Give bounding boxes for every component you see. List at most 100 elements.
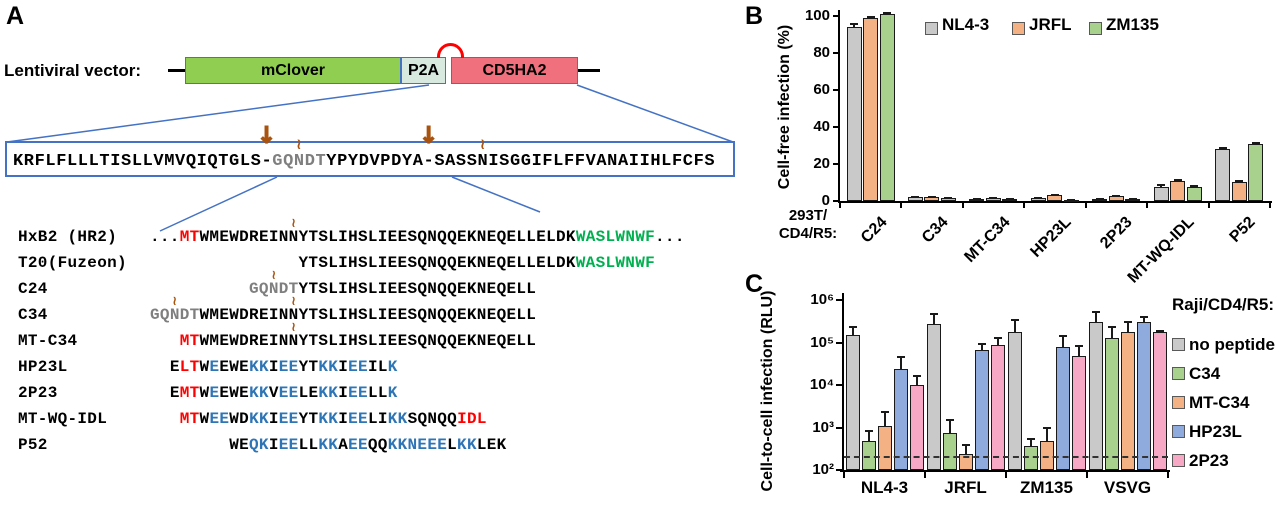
sequence-segment: MT [179, 332, 200, 350]
legend-swatch [1172, 396, 1185, 409]
error-bar-cap [1067, 198, 1076, 201]
alignment-row-sequence: MTWEEWDKKIEEYTKKIEELIKKSQNQQIDL [150, 410, 487, 428]
x-tick-label: VSVG [1103, 478, 1152, 497]
sequence-segment: A [338, 436, 349, 454]
legend-entry-label: no peptide [1189, 335, 1275, 354]
error-bar-cap [864, 430, 873, 433]
sequence-segment: EWE [219, 384, 250, 402]
sequence-segment: EE [348, 358, 368, 376]
sequence-segment: KK [318, 410, 339, 428]
error-bar [1126, 321, 1129, 333]
alignment-row-sequence: YTSLIHSLIEESQNQQEKNEQELLELDKWASLWNWF [150, 254, 655, 272]
axis-line [840, 470, 1170, 472]
legend-swatch [925, 22, 938, 35]
sequence-segment: ISGGIFLFFVANAIIHLFCFS [488, 152, 716, 171]
error-bar-cap [896, 356, 905, 359]
sequence-segment: KK [249, 410, 269, 428]
error-bar-cap [1190, 185, 1199, 188]
bar-MT-WQ-IDL-ZM135 [1186, 186, 1202, 201]
mclover-label: mClover [260, 61, 326, 79]
axis-tick [836, 384, 842, 386]
error-bar-cap [850, 23, 858, 26]
sequence-segment: GQ [249, 280, 269, 298]
chart-b-corner-label-line2: CD4/R5: [778, 225, 838, 242]
y-tick-label: 20 [813, 155, 830, 172]
bar-ZM135-no peptide [1007, 331, 1022, 470]
sequence-segment: K [387, 358, 398, 376]
axis-tick [1005, 472, 1007, 478]
axis-tick [836, 299, 842, 301]
axis-line [838, 201, 1272, 203]
error-bar-cap [929, 312, 938, 315]
error-bar [1013, 319, 1016, 333]
sequence-segment: KK [249, 358, 269, 376]
axis-tick [833, 52, 838, 54]
error-bar-cap [883, 12, 891, 15]
alignment-row-sequence: EMTWEEWEKKVEELEKKIEELLK [150, 384, 398, 402]
vector-label: Lentiviral vector: [4, 61, 141, 80]
error-bar-cap [989, 196, 998, 199]
glycan-squiggle-icon: ≀ [291, 294, 297, 309]
error-bar [996, 336, 999, 347]
sequence-segment: EE [278, 384, 299, 402]
y-tick-label: 10² [812, 461, 834, 478]
error-bar-cap [1128, 198, 1137, 201]
axis-tick [833, 200, 838, 202]
marked-residue: N ≀ [288, 320, 299, 350]
alignment-row-name: MT-WQ-IDL [18, 410, 108, 428]
sequence-segment: LI [367, 410, 388, 428]
marked-residue: N ≀ [169, 294, 180, 324]
error-bar-cap [1010, 319, 1019, 322]
chart-b-cell-free-infection: 0 20 40 60 80 100 C24 C34 MT-C34 HP23L 2P23 MT-WQ-I… [805, 7, 1272, 287]
background-baseline-dashed-line [844, 456, 1168, 459]
sequence-segment: MT [179, 410, 200, 428]
axis-line [842, 293, 844, 472]
axis-tick [836, 341, 842, 344]
sequence-segment: QK [249, 436, 269, 454]
sequence-segment: I [338, 358, 349, 376]
insertion-arrow-icon: ↓ [256, 123, 277, 149]
error-bar [1061, 335, 1064, 348]
glycan-squiggle-icon: ≀ [172, 294, 178, 309]
marked-residue: N ≀ [477, 135, 489, 172]
legend-swatch [1172, 367, 1185, 380]
y-tick-label: 10⁶ [810, 291, 834, 308]
sequence-segment: EWE [219, 358, 250, 376]
sequence-segment: EE [348, 436, 368, 454]
sequence-segment: EE [278, 436, 299, 454]
y-tick-label: 40 [813, 118, 830, 135]
sequence-segment: EE [278, 410, 299, 428]
alignment-row-name: C34 [18, 306, 48, 324]
sequence-segment: ... [150, 228, 180, 246]
error-bar [1045, 426, 1048, 443]
sequence-segment: ... [655, 228, 685, 246]
alignment-row-name: T20(Fuzeon) [18, 254, 127, 272]
bar-P52-ZM135 [1248, 143, 1264, 201]
bar-C24-NL4-3 [846, 27, 862, 201]
sequence-segment: WMEWDREIN [199, 228, 289, 246]
sequence-segment: EE [348, 410, 368, 428]
sequence-segment: I [268, 436, 279, 454]
cleavage-arc-icon [437, 43, 464, 58]
sequence-segment: KK [249, 384, 269, 402]
sequence-segment: YTSLIHSLIEESQNQQEKNEQELL [298, 280, 537, 298]
error-bar-cap [911, 195, 920, 198]
axis-tick [836, 426, 842, 429]
panel-a-label: A [6, 2, 25, 30]
error-bar-cap [1074, 345, 1083, 348]
sequence-segment: WD [229, 410, 250, 428]
legend-entry-label: ZM135 [1106, 15, 1159, 34]
error-bar [1077, 345, 1080, 358]
alignment-row-name: P52 [18, 436, 48, 454]
bar-MT-WQ-IDL-JRFL [1170, 181, 1186, 201]
marked-residue: N ≀ [268, 268, 279, 298]
bar-JRFL-C34 [942, 433, 957, 470]
sequence-segment: KRFLFLLLTISLLVMVQIQTGLS [13, 152, 262, 171]
sequence-segment: W [199, 358, 210, 376]
marked-residue: N ≀ [288, 294, 299, 324]
error-bar [1029, 438, 1032, 447]
sequence-segment: MT [179, 384, 200, 402]
alignment-row-sequence: ELTWEEWEKKIEEYTKKIEEILK [150, 358, 398, 376]
legend-entry-label: JRFL [1029, 15, 1072, 34]
y-tick-label: 60 [813, 81, 830, 98]
